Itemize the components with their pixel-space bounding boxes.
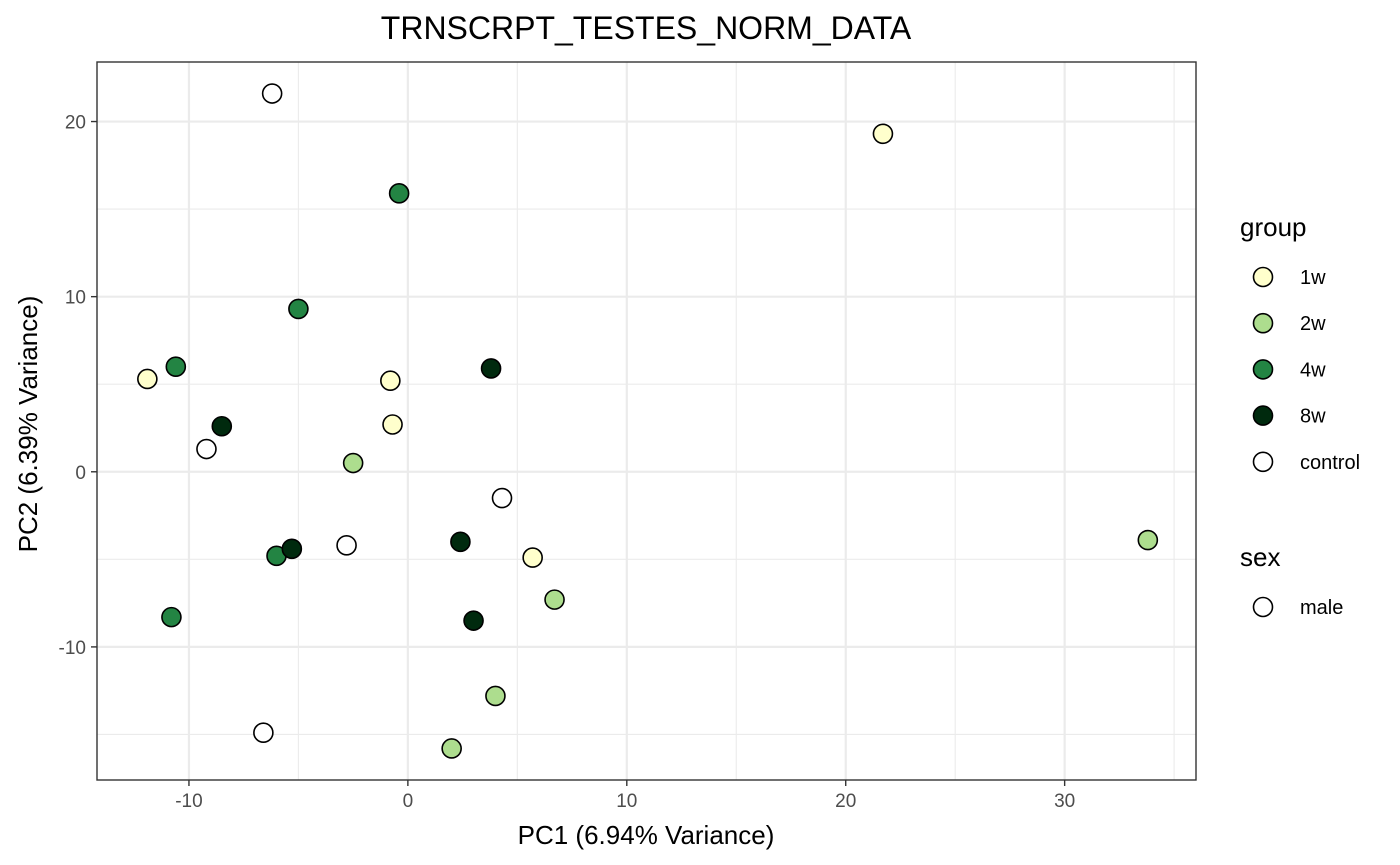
legend-group-items: 1w 2w 4w 8w control xyxy=(1252,266,1360,474)
legend-key-male xyxy=(1252,596,1274,618)
data-point-control xyxy=(336,535,357,556)
data-point-8w xyxy=(450,531,471,553)
data-point-4w xyxy=(165,356,187,378)
data-point-control xyxy=(196,438,217,460)
data-point-8w xyxy=(480,358,502,379)
axis-ticks: -10 0 10 20 30 -10 0 10 20 xyxy=(59,113,1076,812)
data-point-8w xyxy=(211,415,233,437)
data-point-2w xyxy=(342,452,364,474)
y-tick-label: 10 xyxy=(65,288,86,309)
grid-lines xyxy=(97,62,1196,780)
legend-label-2w: 2w xyxy=(1300,313,1326,335)
legend-key-control xyxy=(1252,451,1274,473)
data-point-control xyxy=(491,487,513,509)
legend-key-1w xyxy=(1252,266,1274,288)
x-tick-label: 30 xyxy=(1054,791,1075,812)
data-point-4w xyxy=(388,183,410,204)
data-points xyxy=(137,83,1159,759)
data-point-8w xyxy=(463,610,484,631)
y-tick-label: -10 xyxy=(59,638,86,659)
x-tick-label: 20 xyxy=(835,791,856,812)
data-point-2w xyxy=(441,738,462,759)
legend-label-8w: 8w xyxy=(1300,406,1326,428)
data-point-control xyxy=(253,722,274,744)
x-tick-label: 0 xyxy=(403,791,414,812)
data-point-1w xyxy=(872,123,894,145)
data-point-2w xyxy=(544,589,565,610)
legend-key-8w xyxy=(1252,405,1274,426)
legend-label-4w: 4w xyxy=(1300,359,1326,381)
x-tick-label: -10 xyxy=(175,791,202,812)
plot-panel-border xyxy=(96,61,1197,781)
legend-sex-items: male xyxy=(1252,596,1343,619)
data-point-4w xyxy=(288,298,309,320)
legend-sex-title: sex xyxy=(1240,542,1280,572)
legend-key-4w xyxy=(1252,359,1274,380)
legend-label-control: control xyxy=(1300,452,1360,474)
data-point-2w xyxy=(485,685,506,707)
data-point-1w xyxy=(382,414,403,435)
x-tick-label: 10 xyxy=(616,791,637,812)
data-point-1w xyxy=(137,368,158,390)
data-point-1w xyxy=(522,547,543,568)
y-tick-label: 20 xyxy=(65,113,86,134)
legend-group-title: group xyxy=(1240,212,1307,242)
legend: group 1w 2w 4w 8w control sex male xyxy=(1240,212,1360,619)
data-point-1w xyxy=(380,370,401,392)
y-axis-title: PC2 (6.39% Variance) xyxy=(13,296,43,553)
y-tick-label: 0 xyxy=(75,463,86,484)
legend-label-male: male xyxy=(1300,597,1343,619)
data-point-2w xyxy=(1137,529,1159,551)
data-point-control xyxy=(261,83,283,104)
x-axis-title: PC1 (6.94% Variance) xyxy=(518,820,775,850)
chart-title: TRNSCRPT_TESTES_NORM_DATA xyxy=(381,10,912,46)
data-point-4w xyxy=(161,606,182,628)
data-point-8w xyxy=(281,538,303,560)
legend-label-1w: 1w xyxy=(1300,267,1326,289)
legend-key-2w xyxy=(1252,312,1274,334)
